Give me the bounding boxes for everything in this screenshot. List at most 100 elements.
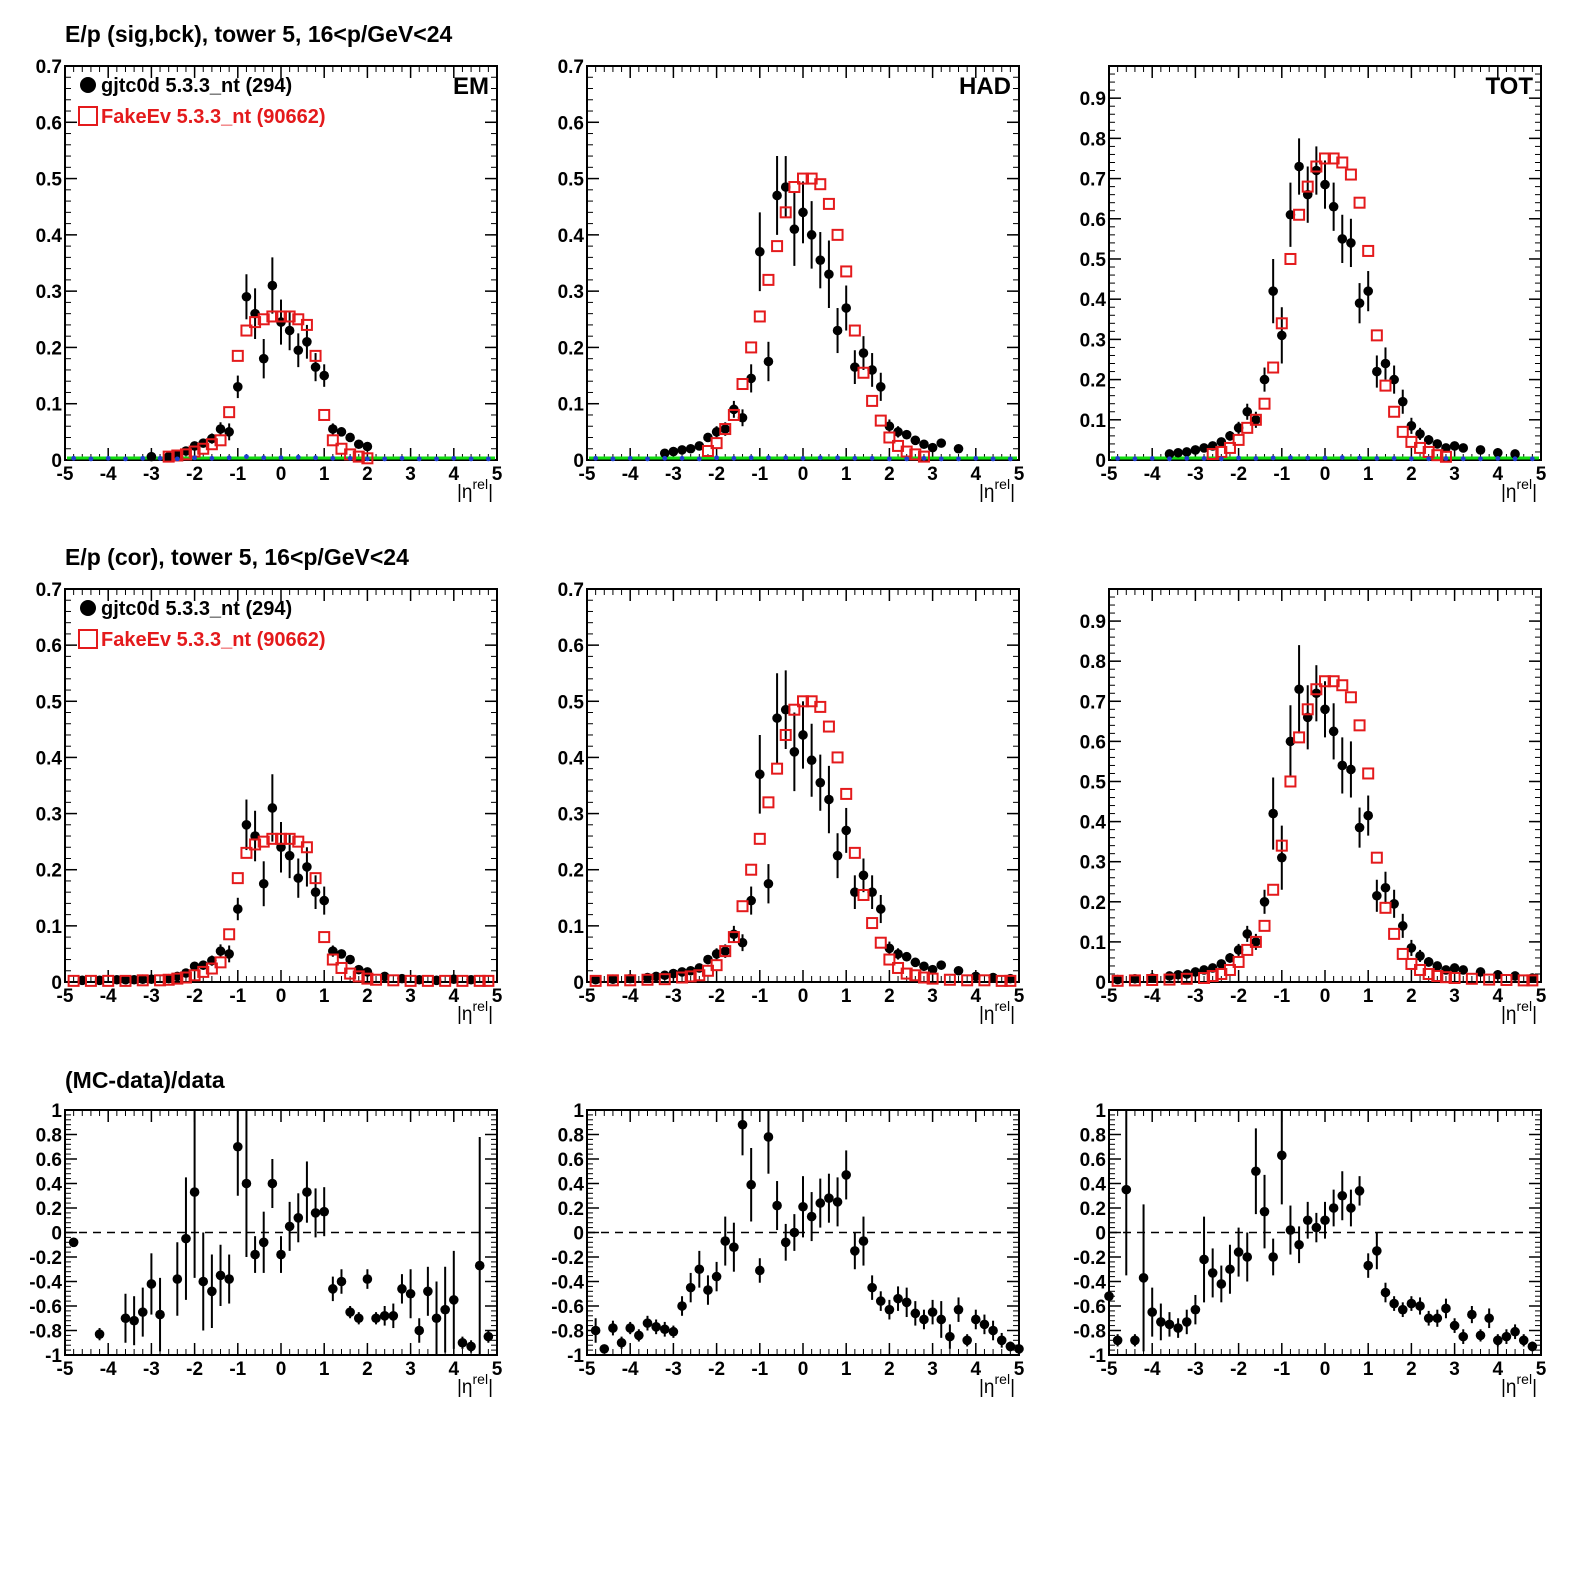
data-point xyxy=(953,965,964,976)
mc-point xyxy=(1249,413,1262,426)
data-point xyxy=(163,973,174,984)
data-point xyxy=(233,904,243,914)
x-tick-label: -2 xyxy=(1230,986,1247,1007)
y-tick-label: 0.7 xyxy=(558,580,584,601)
data-point xyxy=(1406,1298,1417,1309)
mc-point xyxy=(797,695,809,708)
panels: 00.10.20.30.40.50.60.7-5 -4 -3 -2 -1 0 1 2 3 4 5|η… xyxy=(29,57,1546,1398)
data-point xyxy=(1337,234,1348,244)
x-tick-label: 2 xyxy=(362,986,373,1007)
y-tick-label: 0.2 xyxy=(36,1199,62,1220)
x-tick-label: -4 xyxy=(622,464,639,485)
data-point xyxy=(685,1282,696,1293)
y-tick-label: 0.7 xyxy=(1080,170,1106,191)
mc-point xyxy=(710,959,723,972)
x-tick-label: 2 xyxy=(1406,464,1417,485)
mc-point xyxy=(205,962,218,975)
mc-point xyxy=(822,197,835,210)
data-point xyxy=(919,439,929,450)
y-tick-label: 0.3 xyxy=(558,282,584,303)
mc-point xyxy=(1198,971,1211,984)
y-tick-label: 0.9 xyxy=(1080,89,1106,110)
data-point xyxy=(328,946,338,956)
x-tick-label: 5 xyxy=(1014,1359,1025,1380)
x-axis-label: |ηrel| xyxy=(457,998,493,1025)
mc-point xyxy=(779,728,792,741)
x-tick-label: 5 xyxy=(492,986,503,1007)
x-tick-label: 2 xyxy=(884,986,895,1007)
background-point xyxy=(105,455,111,461)
mc-point xyxy=(119,974,132,987)
mc-point xyxy=(223,406,236,419)
x-tick-label: 4 xyxy=(1493,986,1504,1007)
background-point xyxy=(766,455,771,461)
mc-point xyxy=(762,796,775,809)
x-tick-label: -3 xyxy=(143,464,160,485)
data-point xyxy=(746,373,756,384)
mc-point xyxy=(300,841,313,854)
data-point xyxy=(414,974,425,985)
data-point xyxy=(1346,1203,1356,1213)
y-tick-label: 0 xyxy=(51,451,62,472)
x-tick-label: 1 xyxy=(319,464,330,485)
x-tick-label: -2 xyxy=(186,1359,203,1380)
data-point xyxy=(616,1337,627,1348)
data-point xyxy=(1380,882,1391,893)
data-point xyxy=(590,1325,601,1336)
y-tick-label: 0 xyxy=(573,973,584,994)
x-tick-label: 4 xyxy=(971,986,982,1007)
y-tick-label: 0.4 xyxy=(558,1175,585,1196)
mc-point xyxy=(240,846,253,859)
mc-point xyxy=(1388,405,1401,418)
data-point xyxy=(1354,1186,1365,1196)
data-point xyxy=(1423,1313,1434,1324)
y-tick-label: 0.6 xyxy=(36,636,62,657)
data-point xyxy=(431,975,442,986)
x-tick-label: 2 xyxy=(362,1359,373,1380)
data-point xyxy=(815,777,826,788)
mc-point xyxy=(1128,974,1141,987)
data-point xyxy=(1389,899,1399,909)
data-point xyxy=(677,445,687,455)
mc-point xyxy=(1206,969,1219,982)
x-tick-label: -4 xyxy=(1144,464,1161,485)
chart-panel-0-2: 0 0.1 0.2 0.3 0.4 0.5 0.6 0.7 0.8 0.9 -5 -4 -3 -2 -1 0 1… xyxy=(1080,65,1547,503)
background-point xyxy=(1007,456,1013,462)
data-point xyxy=(1423,957,1434,967)
data-point xyxy=(755,769,765,780)
y-tick-label: 0.1 xyxy=(1080,933,1107,954)
mc-point xyxy=(866,394,879,407)
mc-point xyxy=(1370,329,1383,342)
chart-panel-1-0: 0 0.1 0.2 0.3 0.4 0.5 0.6 0.7 -5 -4 -3 -2 -1 0 1 2 3 4 5|η… xyxy=(36,580,503,1025)
data-point xyxy=(893,427,903,437)
x-tick-label: -5 xyxy=(579,464,596,485)
x-tick-label: 5 xyxy=(1536,1359,1547,1380)
data-point xyxy=(824,1193,834,1203)
mc-point xyxy=(1517,974,1530,987)
data-point xyxy=(328,1284,338,1294)
mc-point xyxy=(1267,883,1280,896)
background-point xyxy=(1495,455,1501,461)
data-point xyxy=(798,207,808,218)
mc-point xyxy=(231,872,244,885)
y-tick-label: -0.4 xyxy=(1073,1273,1106,1294)
x-axis-label: |ηrel| xyxy=(457,476,493,503)
y-tick-label: 0 xyxy=(51,973,62,994)
background-point xyxy=(1115,455,1121,461)
data-point xyxy=(798,1201,808,1212)
panel-title: TOT xyxy=(1485,73,1533,100)
data-point xyxy=(927,964,938,975)
mc-point xyxy=(1465,972,1478,985)
x-tick-label: 4 xyxy=(971,1359,982,1380)
x-tick-label: 0 xyxy=(798,986,809,1007)
y-tick-label: 0.1 xyxy=(558,917,585,938)
y-tick-label: -0.6 xyxy=(551,1297,584,1318)
data-point xyxy=(841,303,851,313)
data-point xyxy=(668,1326,679,1337)
mc-point xyxy=(1431,969,1444,982)
background-point xyxy=(938,456,944,462)
mc-point xyxy=(840,265,853,278)
mc-point xyxy=(214,434,227,447)
x-axis-label: |ηrel| xyxy=(979,1371,1015,1398)
chart-panel-0-0: 0 0.1 0.2 0.3 0.4 0.5 0.6 0.7 -5 -4 -3 -2 -1 0 1 2 3 4 5|η… xyxy=(36,57,503,503)
